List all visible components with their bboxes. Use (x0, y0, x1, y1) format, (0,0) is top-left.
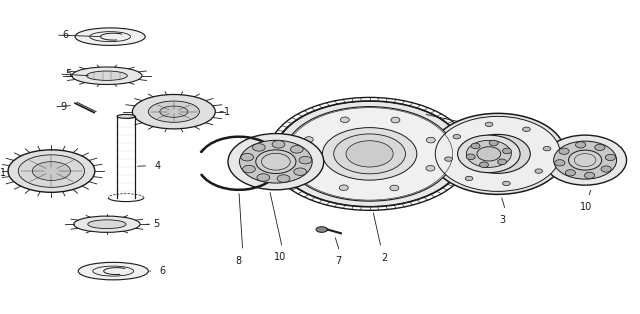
Text: 4: 4 (155, 161, 161, 171)
Ellipse shape (485, 122, 493, 127)
Ellipse shape (304, 165, 313, 171)
Ellipse shape (554, 141, 616, 179)
Text: 2: 2 (381, 253, 387, 263)
Ellipse shape (453, 134, 461, 139)
Text: 10: 10 (273, 252, 286, 262)
Ellipse shape (294, 168, 307, 176)
Text: 10: 10 (580, 202, 592, 212)
Ellipse shape (601, 166, 611, 172)
Ellipse shape (160, 106, 188, 117)
Ellipse shape (467, 140, 511, 167)
Ellipse shape (535, 169, 543, 173)
Ellipse shape (543, 146, 551, 151)
Ellipse shape (426, 137, 435, 143)
Ellipse shape (148, 101, 199, 122)
Ellipse shape (253, 143, 265, 151)
Ellipse shape (285, 107, 454, 201)
Text: 1: 1 (223, 107, 230, 117)
Ellipse shape (467, 154, 475, 160)
Ellipse shape (502, 181, 510, 186)
Text: 3: 3 (500, 215, 506, 225)
Ellipse shape (555, 160, 565, 166)
Text: 5: 5 (154, 219, 160, 229)
Ellipse shape (430, 113, 565, 194)
Ellipse shape (88, 220, 126, 229)
Ellipse shape (465, 176, 473, 181)
Ellipse shape (239, 140, 312, 183)
Ellipse shape (595, 144, 605, 150)
Ellipse shape (256, 150, 296, 174)
Ellipse shape (339, 185, 348, 191)
Ellipse shape (584, 172, 595, 179)
Ellipse shape (458, 135, 520, 173)
Ellipse shape (72, 67, 142, 84)
Ellipse shape (565, 170, 575, 176)
Ellipse shape (489, 140, 498, 146)
Ellipse shape (305, 137, 313, 142)
Ellipse shape (8, 150, 95, 192)
Ellipse shape (477, 147, 500, 161)
Ellipse shape (346, 141, 393, 167)
Ellipse shape (390, 185, 399, 191)
Ellipse shape (228, 133, 324, 190)
Ellipse shape (426, 165, 435, 171)
Ellipse shape (78, 263, 148, 280)
Ellipse shape (543, 135, 627, 185)
Ellipse shape (323, 127, 417, 180)
Ellipse shape (299, 156, 312, 164)
Text: 9: 9 (60, 102, 67, 112)
Text: 1: 1 (1, 168, 6, 178)
Ellipse shape (575, 142, 586, 148)
Ellipse shape (479, 162, 488, 168)
Ellipse shape (340, 117, 349, 122)
Ellipse shape (241, 154, 253, 161)
Ellipse shape (316, 227, 328, 232)
Text: 7: 7 (335, 256, 342, 266)
Ellipse shape (498, 159, 506, 165)
Ellipse shape (435, 116, 560, 192)
Ellipse shape (523, 127, 531, 132)
Ellipse shape (86, 71, 127, 80)
Ellipse shape (272, 141, 285, 148)
Ellipse shape (277, 175, 290, 182)
Ellipse shape (471, 143, 480, 149)
Ellipse shape (333, 134, 406, 174)
Ellipse shape (132, 95, 215, 129)
Ellipse shape (275, 101, 465, 207)
Ellipse shape (391, 117, 400, 123)
Ellipse shape (445, 157, 452, 161)
Ellipse shape (605, 154, 616, 160)
Ellipse shape (559, 148, 569, 154)
Text: 5: 5 (65, 69, 72, 79)
Ellipse shape (257, 174, 269, 181)
Ellipse shape (74, 216, 140, 232)
Text: 6: 6 (62, 30, 68, 40)
Ellipse shape (117, 114, 135, 118)
Ellipse shape (502, 148, 511, 154)
Ellipse shape (243, 165, 255, 173)
Ellipse shape (75, 28, 145, 46)
Ellipse shape (291, 146, 303, 153)
Text: 6: 6 (160, 266, 166, 276)
Ellipse shape (32, 162, 70, 181)
Text: 8: 8 (236, 256, 242, 266)
Ellipse shape (465, 134, 531, 173)
Ellipse shape (476, 141, 520, 167)
Ellipse shape (568, 150, 602, 170)
Ellipse shape (19, 155, 84, 187)
